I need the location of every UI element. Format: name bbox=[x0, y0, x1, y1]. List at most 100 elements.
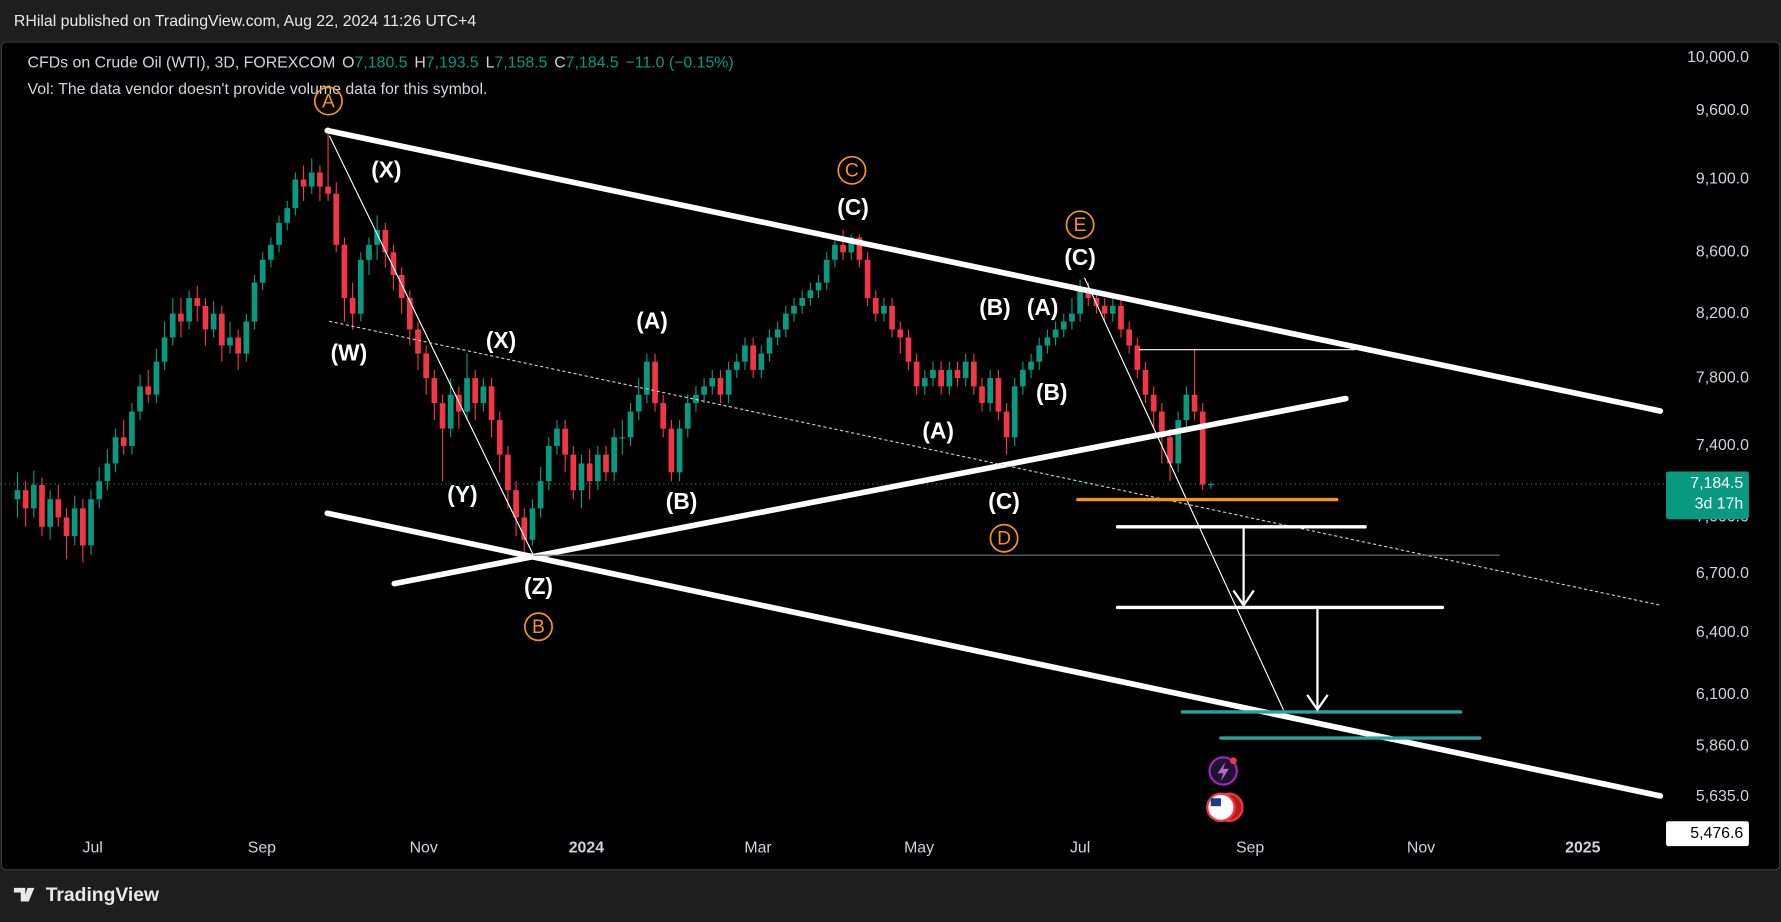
y-tick-label: 9,600.0 bbox=[1696, 102, 1749, 119]
candle-body bbox=[251, 282, 258, 322]
candle-body bbox=[1191, 394, 1198, 412]
y-tick-label: 5,860.0 bbox=[1696, 738, 1749, 755]
wave-label: (B) bbox=[1036, 379, 1068, 405]
candle-body bbox=[292, 179, 299, 209]
wave-label: (A) bbox=[636, 307, 668, 333]
candle-body bbox=[104, 463, 111, 482]
y-tick-label: 9,100.0 bbox=[1696, 171, 1749, 188]
candle-body bbox=[766, 337, 773, 354]
candle-body bbox=[693, 394, 699, 404]
legend-row: CFDs on Crude Oil (WTI), 3D, FOREXCOM O7,… bbox=[28, 55, 734, 72]
candle-body bbox=[505, 454, 511, 491]
candle-body bbox=[921, 378, 928, 387]
candle-body bbox=[1142, 369, 1149, 395]
candle-body bbox=[668, 428, 675, 473]
channel-lower bbox=[324, 510, 1664, 799]
candle-body bbox=[881, 305, 887, 314]
ohlc-value: 7,180.5 bbox=[355, 55, 408, 72]
candle-body bbox=[1175, 420, 1182, 464]
candle-body bbox=[169, 313, 176, 338]
candle-body bbox=[472, 378, 479, 404]
line-end-label: 5,476.6 bbox=[1690, 825, 1743, 842]
last-price-badge bbox=[1666, 471, 1749, 520]
candle-body bbox=[1109, 305, 1116, 314]
wave-label: (X) bbox=[486, 327, 516, 353]
candle-body bbox=[153, 361, 160, 395]
candle-body bbox=[47, 499, 53, 527]
candle-body bbox=[840, 244, 846, 253]
candle-body bbox=[905, 337, 912, 362]
wave-marker-ring bbox=[837, 155, 867, 185]
candle-body bbox=[603, 454, 609, 473]
wave-label: (X) bbox=[371, 156, 401, 182]
candle-body bbox=[954, 369, 961, 379]
candle-body bbox=[55, 499, 62, 518]
candle-body bbox=[774, 329, 781, 338]
candle-body bbox=[889, 305, 895, 330]
candle-body bbox=[406, 298, 413, 330]
candle-body bbox=[545, 445, 552, 482]
x-tick-label: Nov bbox=[410, 839, 438, 856]
ohlc-key: C bbox=[554, 55, 565, 72]
publisher: RHilal published on TradingView.com, Aug… bbox=[14, 13, 476, 30]
x-tick-label: Jul bbox=[1070, 839, 1090, 856]
candle-body bbox=[22, 490, 29, 509]
candle-body bbox=[676, 428, 683, 473]
candle-body bbox=[815, 282, 822, 291]
candle-body bbox=[447, 394, 454, 429]
logo-mark bbox=[13, 887, 35, 902]
candle-body bbox=[938, 369, 944, 387]
candle-body bbox=[1093, 298, 1100, 306]
candle-body bbox=[823, 259, 830, 283]
candle-body bbox=[725, 369, 732, 395]
candle-body bbox=[1150, 394, 1157, 412]
candle-body bbox=[644, 361, 650, 395]
candle-body bbox=[627, 411, 634, 438]
candle-body bbox=[235, 337, 242, 354]
candle-body bbox=[218, 313, 225, 346]
brand-logo bbox=[13, 887, 35, 902]
candle-body bbox=[1126, 329, 1132, 346]
candle-body bbox=[791, 305, 797, 314]
candle-body bbox=[1077, 290, 1083, 314]
ohlc-value: 7,193.5 bbox=[426, 55, 479, 72]
volume-note: Vol: The data vendor doesn't provide vol… bbox=[28, 81, 488, 98]
candle-body bbox=[1167, 437, 1173, 464]
x-tick-label: May bbox=[904, 839, 934, 856]
chart-panel bbox=[0, 41, 1781, 871]
candle-body bbox=[717, 378, 724, 395]
candle-body bbox=[80, 508, 86, 546]
candle-body bbox=[390, 252, 397, 275]
candle-body bbox=[333, 193, 340, 245]
ohlc-value: 7,158.5 bbox=[494, 55, 547, 72]
wave-label: (Y) bbox=[447, 481, 477, 507]
candle-body bbox=[799, 298, 806, 306]
wave-marker-ring bbox=[1065, 210, 1095, 240]
wave-label: (B) bbox=[979, 294, 1011, 320]
candle-body bbox=[308, 172, 315, 187]
candle-body bbox=[537, 481, 544, 509]
candle-body bbox=[979, 386, 985, 404]
candle-body bbox=[946, 369, 953, 387]
candle-body bbox=[701, 386, 707, 395]
y-tick-label: 6,700.0 bbox=[1696, 565, 1749, 582]
candle-body bbox=[521, 517, 528, 540]
candle-body bbox=[1085, 290, 1092, 299]
y-tick-label: 7,800.0 bbox=[1696, 369, 1749, 386]
candle-body bbox=[586, 463, 593, 482]
candle-body bbox=[398, 274, 405, 299]
candle-body bbox=[145, 386, 152, 395]
arrow-head bbox=[1232, 589, 1255, 608]
wave-marker: D bbox=[997, 528, 1011, 549]
candle-body bbox=[856, 237, 863, 260]
candle-body bbox=[742, 345, 748, 362]
candle-body bbox=[1020, 369, 1026, 387]
candle-body bbox=[848, 237, 855, 253]
candle-body bbox=[570, 454, 577, 491]
candle-body bbox=[1044, 337, 1051, 346]
candle-body bbox=[284, 208, 291, 223]
plot-area: CFDs on Crude Oil (WTI), 3D, FOREXCOM O7,… bbox=[0, 49, 1749, 856]
rising-line bbox=[391, 395, 1349, 587]
channel-upper bbox=[324, 127, 1664, 414]
